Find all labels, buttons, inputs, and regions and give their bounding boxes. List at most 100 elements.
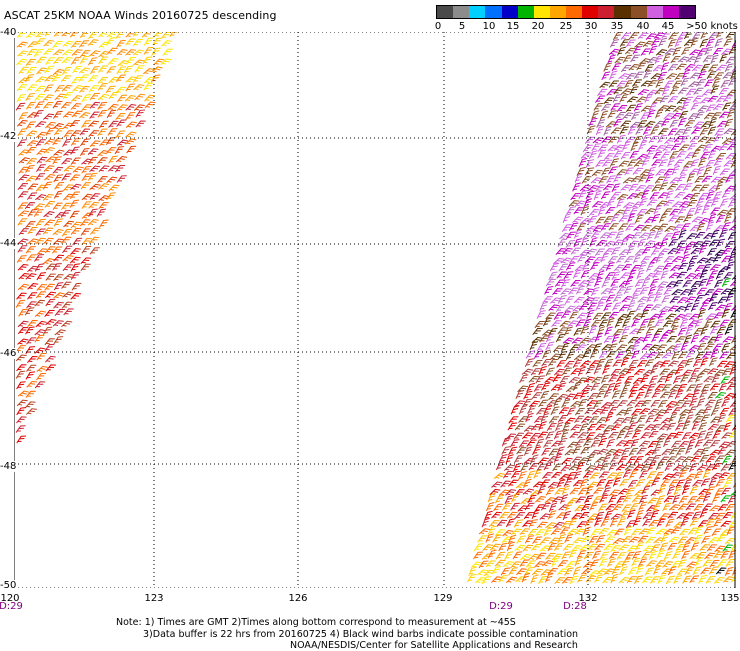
wind-barb — [645, 150, 655, 159]
wind-barb — [721, 368, 732, 377]
wind-barb — [587, 215, 598, 224]
wind-barb — [644, 240, 656, 247]
lat-label: -40 — [0, 27, 18, 38]
wind-barb — [708, 32, 719, 40]
wind-barb — [87, 156, 98, 165]
wind-barb — [547, 567, 559, 575]
wind-barb — [595, 159, 606, 168]
wind-barb — [665, 73, 678, 80]
wind-barb — [701, 384, 711, 393]
wind-barb — [549, 297, 562, 304]
wind-barb — [601, 136, 613, 144]
wind-barb — [568, 287, 579, 295]
wind-barb — [692, 358, 703, 368]
wind-barb — [24, 74, 35, 83]
note-line: Note: 1) Times are GMT 2)Times along bot… — [116, 617, 516, 628]
wind-barb — [632, 517, 642, 527]
wind-barb — [669, 119, 679, 128]
wind-barb — [659, 238, 669, 249]
wind-barb — [688, 81, 700, 88]
wind-barb — [645, 415, 655, 424]
wind-barb — [624, 79, 634, 89]
wind-barb — [36, 56, 47, 64]
wind-barb — [707, 368, 719, 375]
wind-barb — [508, 416, 519, 424]
wind-barb — [33, 203, 45, 210]
wind-barb — [592, 312, 603, 321]
wind-barb — [646, 383, 656, 392]
wind-barb — [639, 408, 651, 415]
wind-barb — [142, 56, 153, 65]
wind-barb — [70, 248, 81, 255]
wind-barb — [527, 405, 537, 415]
wind-barb — [599, 463, 610, 471]
wind-barb — [654, 55, 664, 64]
wind-barb — [627, 336, 639, 344]
wind-barb — [640, 374, 650, 384]
wind-barb — [618, 304, 630, 312]
wind-barb — [656, 518, 666, 527]
wind-barb — [15, 102, 26, 111]
wind-barb — [600, 288, 612, 295]
wind-barb — [545, 573, 554, 583]
wind-barb — [577, 366, 587, 376]
wind-barb — [689, 518, 700, 527]
wind-barb — [27, 265, 39, 273]
wind-barb — [553, 312, 564, 321]
wind-barb — [15, 425, 26, 433]
wind-barb — [681, 400, 692, 409]
wind-barb — [712, 343, 723, 351]
wind-barb — [61, 173, 72, 181]
wind-barb — [646, 231, 657, 240]
legend-label: >50 knots — [686, 21, 738, 32]
wind-barb — [567, 528, 579, 535]
wind-barb — [556, 479, 566, 489]
wind-barb — [522, 488, 535, 495]
wind-barb — [598, 350, 609, 359]
wind-barb — [611, 566, 621, 575]
wind-barb — [615, 464, 627, 471]
wind-barb — [614, 528, 625, 536]
wind-barb — [620, 88, 633, 95]
wind-barb — [714, 279, 724, 289]
wind-barb — [98, 32, 110, 38]
wind-barb — [522, 544, 534, 552]
wind-barb — [672, 224, 684, 232]
wind-barb — [97, 93, 110, 101]
wind-barb — [628, 32, 640, 40]
wind-barb — [26, 408, 37, 415]
legend-swatch — [549, 6, 566, 18]
wind-barb — [595, 184, 606, 192]
wind-barb — [651, 390, 662, 399]
wind-barb — [25, 32, 38, 38]
wind-barb — [693, 54, 703, 64]
wind-barb — [532, 446, 542, 456]
wind-barb — [598, 503, 608, 512]
wind-barb — [18, 112, 29, 121]
wind-barb — [132, 75, 143, 83]
wind-barb — [507, 479, 519, 487]
wind-barb — [473, 543, 484, 552]
wind-barb — [682, 393, 694, 400]
wind-barb — [586, 400, 598, 407]
wind-barb — [694, 111, 705, 120]
wind-barb — [701, 121, 712, 128]
wind-barb — [595, 390, 606, 399]
wind-barb — [641, 157, 651, 167]
wind-barb — [689, 552, 701, 560]
wind-barb — [719, 319, 730, 327]
wind-barb — [711, 528, 722, 537]
wind-barb — [565, 351, 575, 360]
wind-barb — [61, 32, 73, 37]
wind-barb — [668, 215, 679, 223]
wind-barb — [97, 109, 108, 118]
wind-barb — [723, 272, 734, 280]
wind-barb — [44, 219, 55, 227]
wind-barb — [653, 32, 665, 39]
wind-barb — [705, 276, 715, 287]
wind-barb — [655, 145, 666, 152]
wind-barb — [687, 406, 698, 415]
wind-barb — [597, 144, 609, 152]
wind-barb — [682, 183, 693, 192]
wind-barb — [644, 479, 656, 487]
